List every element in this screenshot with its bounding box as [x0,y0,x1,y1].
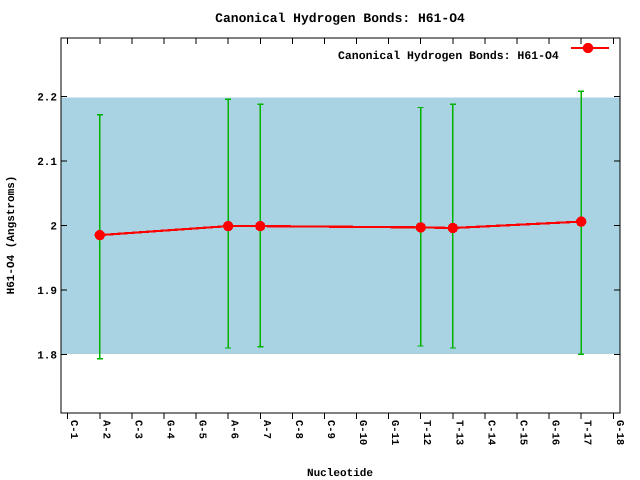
svg-text:G-5: G-5 [196,420,208,439]
svg-text:H61-O4 (Angstroms): H61-O4 (Angstroms) [6,176,18,295]
svg-text:C-9: C-9 [324,420,336,439]
svg-text:G-16: G-16 [549,420,561,445]
svg-text:Canonical Hydrogen Bonds: H61-: Canonical Hydrogen Bonds: H61-O4 [215,11,465,26]
svg-text:C-3: C-3 [131,420,143,439]
svg-text:C-15: C-15 [517,420,529,445]
svg-text:G-4: G-4 [163,420,175,439]
svg-text:C-8: C-8 [292,420,304,439]
svg-text:T-13: T-13 [452,420,464,445]
svg-text:2.2: 2.2 [37,93,57,105]
svg-text:A-6: A-6 [228,420,240,439]
svg-text:G-18: G-18 [613,420,625,445]
svg-text:1.8: 1.8 [37,351,57,363]
svg-text:2: 2 [50,222,57,234]
svg-text:C-14: C-14 [484,420,496,445]
svg-text:A-2: A-2 [99,420,111,439]
svg-text:T-12: T-12 [420,420,432,445]
svg-text:2.1: 2.1 [37,157,57,169]
svg-text:A-7: A-7 [260,420,272,439]
svg-text:1.9: 1.9 [37,286,57,298]
svg-text:Nucleotide: Nucleotide [307,468,373,480]
svg-text:T-17: T-17 [581,420,593,445]
svg-text:G-11: G-11 [388,420,400,445]
svg-text:Canonical Hydrogen Bonds: H61-: Canonical Hydrogen Bonds: H61-O4 [338,50,559,63]
svg-text:G-10: G-10 [356,420,368,445]
svg-text:C-1: C-1 [67,420,79,439]
